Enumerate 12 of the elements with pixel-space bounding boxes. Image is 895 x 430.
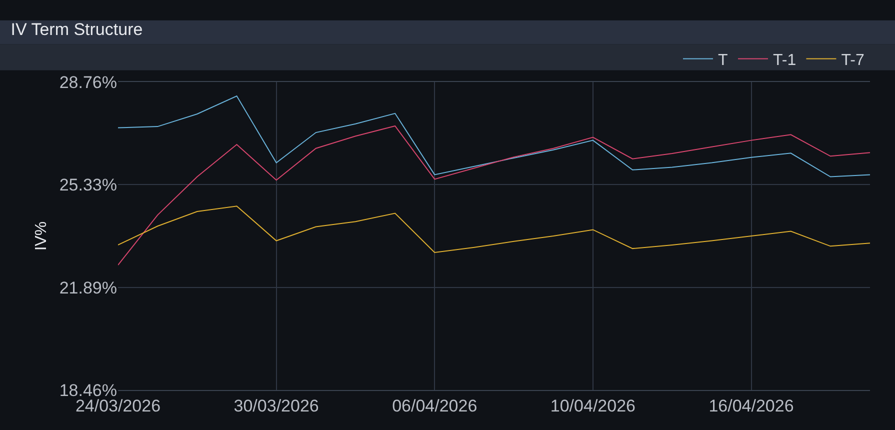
chart-title: IV Term Structure <box>10 20 143 39</box>
y-tick-label: 21.89% <box>59 278 117 298</box>
x-tick-label: 06/04/2026 <box>392 396 478 416</box>
legend-label: T-1 <box>773 52 796 69</box>
y-tick-label: 25.33% <box>59 176 117 195</box>
legend-label: T <box>718 52 728 69</box>
legend-label: T-7 <box>841 52 864 69</box>
x-tick-label: 30/03/2026 <box>234 396 319 416</box>
x-tick-label: 16/04/2026 <box>708 396 794 416</box>
y-axis-title: IV% <box>33 221 50 251</box>
y-tick-label: 28.76% <box>59 72 117 92</box>
x-tick-label: 10/04/2026 <box>550 396 636 416</box>
